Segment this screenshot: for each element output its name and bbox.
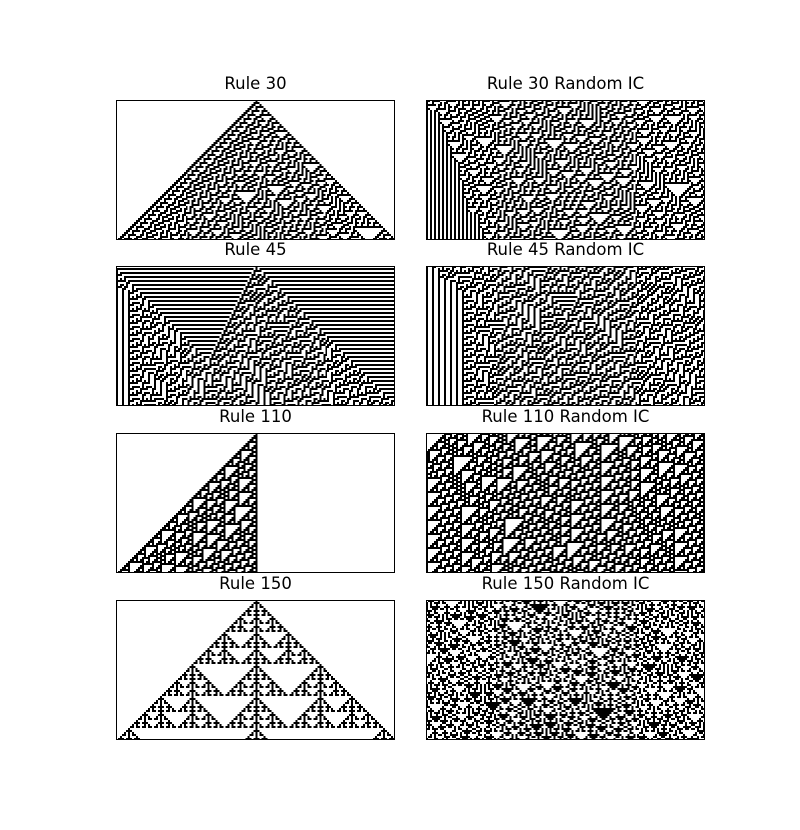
automaton-heatmap [116, 600, 395, 740]
panel-rule-30: Rule 30 [116, 74, 395, 240]
panel-rule-150: Rule 150 [116, 574, 395, 740]
automaton-heatmap [116, 266, 395, 406]
panel-title: Rule 110 Random IC [481, 407, 650, 426]
automaton-heatmap [426, 100, 705, 240]
panel-rule-110: Rule 110 [116, 407, 395, 573]
panel-rule-150-random-ic: Rule 150 Random IC [426, 574, 705, 740]
automaton-heatmap [116, 100, 395, 240]
panel-title: Rule 150 Random IC [481, 574, 650, 593]
panel-title: Rule 150 [219, 574, 292, 593]
automaton-heatmap [426, 266, 705, 406]
panel-rule-45: Rule 45 [116, 240, 395, 406]
automaton-heatmap [426, 600, 705, 740]
panel-rule-30-random-ic: Rule 30 Random IC [426, 74, 705, 240]
panel-title: Rule 45 [224, 240, 287, 259]
panel-rule-110-random-ic: Rule 110 Random IC [426, 407, 705, 573]
automaton-heatmap [426, 433, 705, 573]
automaton-heatmap [116, 433, 395, 573]
panel-title: Rule 30 Random IC [486, 74, 645, 93]
panel-title: Rule 45 Random IC [486, 240, 645, 259]
panel-title: Rule 110 [219, 407, 292, 426]
panel-rule-45-random-ic: Rule 45 Random IC [426, 240, 705, 406]
panel-title: Rule 30 [224, 74, 287, 93]
